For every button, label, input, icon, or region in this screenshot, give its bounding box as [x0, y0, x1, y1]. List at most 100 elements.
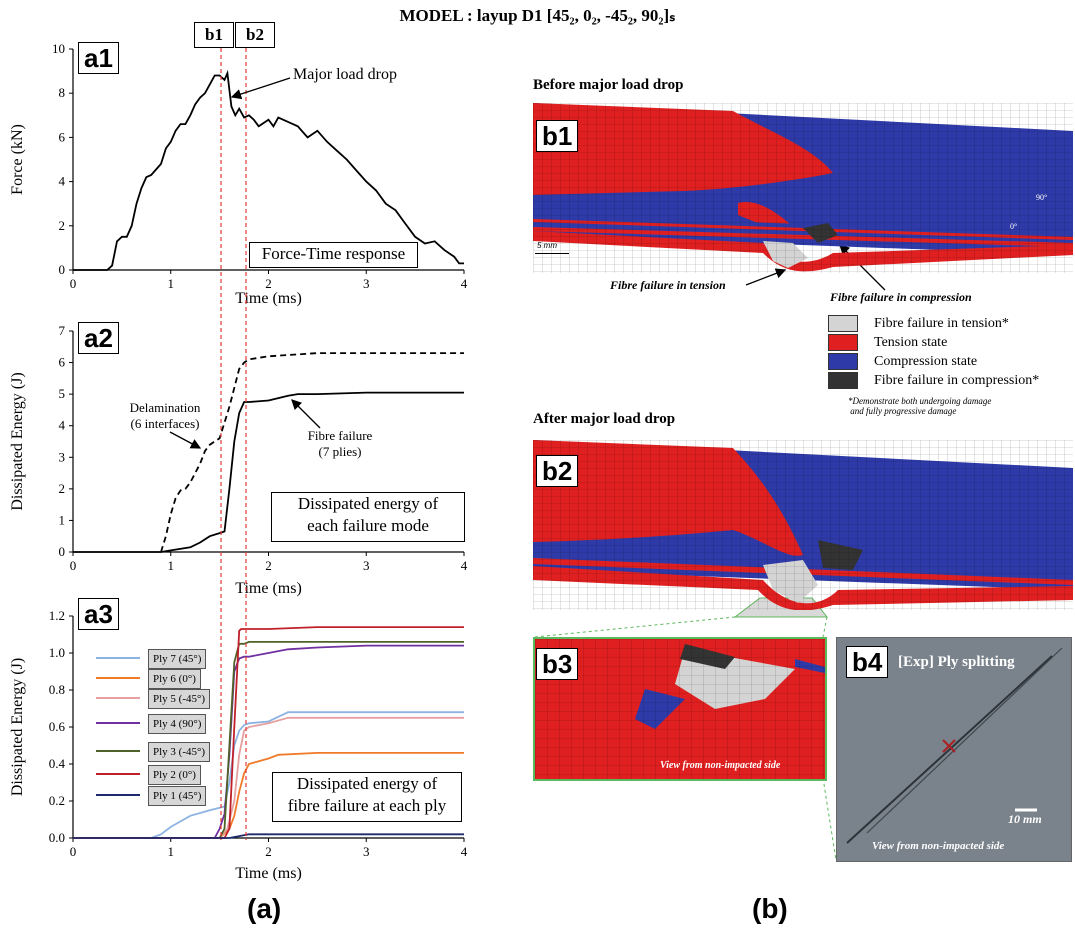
panel-label-b2: b2 [536, 455, 579, 487]
a2-fibre-line1: Fibre failure [307, 428, 373, 443]
a3-legend-item: Ply 7 (45°) [148, 649, 207, 669]
failure-legend-label: Fibre failure in compression* [874, 372, 1040, 388]
a1-annotation-major-load-drop: Major load drop [293, 66, 397, 83]
b1-axis-90-label: 90° [1036, 193, 1048, 202]
legend-footnote-line1: *Demonstrate both undergoing damage [848, 396, 992, 406]
panel-label-a3: a3 [78, 598, 119, 630]
b1-fem-svg [533, 103, 1073, 273]
a1-y-axis-label: Force (kN) [9, 124, 26, 195]
b3-fem-svg [535, 639, 825, 779]
b4-title: [Exp] Ply splitting [898, 654, 1015, 670]
a3-y-axis-label: Dissipated Energy (J) [9, 658, 26, 796]
panel-label-a2: a2 [78, 322, 119, 354]
a1-y-tick-label: 2 [59, 218, 66, 233]
b3-caption: View from non-impacted side [660, 760, 781, 771]
a3-x-tick-label: 3 [363, 844, 370, 859]
panel-label-a1: a1 [78, 42, 119, 74]
a2-delamination-line1: Delamination [129, 400, 201, 415]
failure-legend-item: Fibre failure in tension* [828, 315, 1009, 332]
a1-x-axis-label: Time (ms) [235, 290, 302, 307]
panel-label-b3: b3 [536, 648, 579, 680]
a2-y-tick-label: 6 [59, 355, 66, 370]
failure-legend-label: Fibre failure in tension* [874, 315, 1009, 331]
a1-x-tick-label: 1 [168, 276, 175, 291]
a3-y-tick-label: 0.0 [49, 830, 65, 845]
b4-caption: View from non-impacted side [872, 840, 1005, 852]
a3-x-tick-label: 2 [265, 844, 272, 859]
b3-fem-zoom [533, 637, 827, 781]
failure-legend-label: Tension state [874, 334, 948, 350]
a2-x-tick-label: 4 [461, 558, 468, 573]
a2-x-tick-label: 1 [168, 558, 175, 573]
b1-scale-text: 5 mm [537, 241, 557, 250]
failure-legend-item: Fibre failure in compression* [828, 372, 1039, 389]
a3-y-tick-label: 0.8 [49, 682, 65, 697]
failure-legend-item: Compression state [828, 353, 977, 370]
legend-footnote-line2: and fully progressive damage [848, 406, 957, 416]
a3-box-line2: fibre failure at each ply [287, 796, 447, 815]
panel-b-caption: (b) [752, 893, 788, 924]
a1-y-tick-label: 8 [59, 85, 66, 100]
b1-axis-0-label: 0° [1010, 222, 1018, 231]
a2-box-line1: Dissipated energy of [297, 494, 439, 513]
b1-scale-bar: 5 mm [535, 241, 569, 257]
a1-y-tick-label: 10 [52, 41, 65, 56]
b1-section-title: Before major load drop [533, 77, 684, 93]
a3-y-tick-label: 1.2 [49, 608, 65, 623]
a2-x-tick-label: 2 [265, 558, 272, 573]
panel-label-b4: b4 [846, 646, 889, 678]
a3-annotation-box: Dissipated energy of fibre failure at ea… [272, 772, 462, 822]
b4-scale-text: 10 mm [1008, 812, 1042, 826]
b2-section-title: After major load drop [533, 411, 676, 427]
a2-x-tick-label: 3 [363, 558, 370, 573]
panel-label-b1: b1 [536, 120, 579, 152]
a2-y-tick-label: 1 [59, 512, 66, 527]
a1-arrow-major-load-drop [230, 77, 291, 100]
a2-x-tick-label: 0 [70, 558, 77, 573]
zoom-connector-left [534, 616, 736, 638]
a2-y-axis-label: Dissipated Energy (J) [9, 372, 26, 510]
a3-y-tick-label: 0.4 [49, 756, 66, 771]
a3-x-tick-label: 1 [168, 844, 175, 859]
a2-y-tick-label: 7 [59, 323, 66, 338]
a2-fibre-label: Fibre failure (7 plies) [290, 428, 390, 460]
b2-fem-image [533, 440, 1073, 610]
a1-annotation-box: Force-Time response [249, 242, 418, 268]
a3-box-line1: Dissipated energy of [296, 774, 438, 793]
marker-b1: b1 [194, 22, 234, 48]
failure-legend-item: Tension state [828, 334, 947, 351]
a1-x-tick-label: 0 [70, 276, 77, 291]
panel-a-caption: (a) [247, 893, 282, 924]
a2-fibre-line2: (7 plies) [318, 444, 362, 459]
marker-b2: b2 [235, 22, 275, 48]
failure-legend-swatch [828, 353, 858, 370]
failure-legend-label: Compression state [874, 353, 978, 369]
a2-arrow-fibre [291, 399, 321, 429]
a2-annotation-box: Dissipated energy of each failure mode [271, 492, 465, 542]
a3-x-tick-label: 0 [70, 844, 77, 859]
b1-fem-image [533, 103, 1073, 273]
a3-legend-item: Ply 3 (-45°) [148, 742, 211, 762]
a1-x-tick-label: 2 [265, 276, 272, 291]
impact-point-icon [942, 739, 956, 753]
a2-arrow-delamination [169, 431, 202, 449]
b1-note-compression: Fibre failure in compression [830, 290, 972, 304]
failure-legend-swatch [828, 334, 858, 351]
a3-y-tick-label: 1.0 [49, 645, 65, 660]
figure-title: MODEL : layup D1 [45₂, 0₂, -45₂, 90₂]ₛ [0, 6, 1075, 26]
a3-legend-item: Ply 6 (0°) [148, 669, 201, 689]
a3-series-line-ply-1-45- [73, 833, 464, 839]
a1-y-tick-label: 4 [59, 174, 66, 189]
a3-legend-item: Ply 5 (-45°) [148, 689, 211, 709]
failure-legend-swatch [828, 315, 858, 332]
legend-footnote: *Demonstrate both undergoing damage and … [848, 396, 991, 416]
a2-y-tick-label: 0 [59, 544, 66, 559]
a2-y-tick-label: 5 [59, 386, 66, 401]
a3-y-tick-label: 0.6 [49, 719, 66, 734]
a1-y-tick-label: 0 [59, 262, 66, 277]
b2-fem-svg [533, 440, 1073, 610]
a2-series-line-1 [73, 391, 464, 553]
b1-scale-line [535, 253, 569, 254]
a1-series-line-0 [73, 69, 464, 271]
